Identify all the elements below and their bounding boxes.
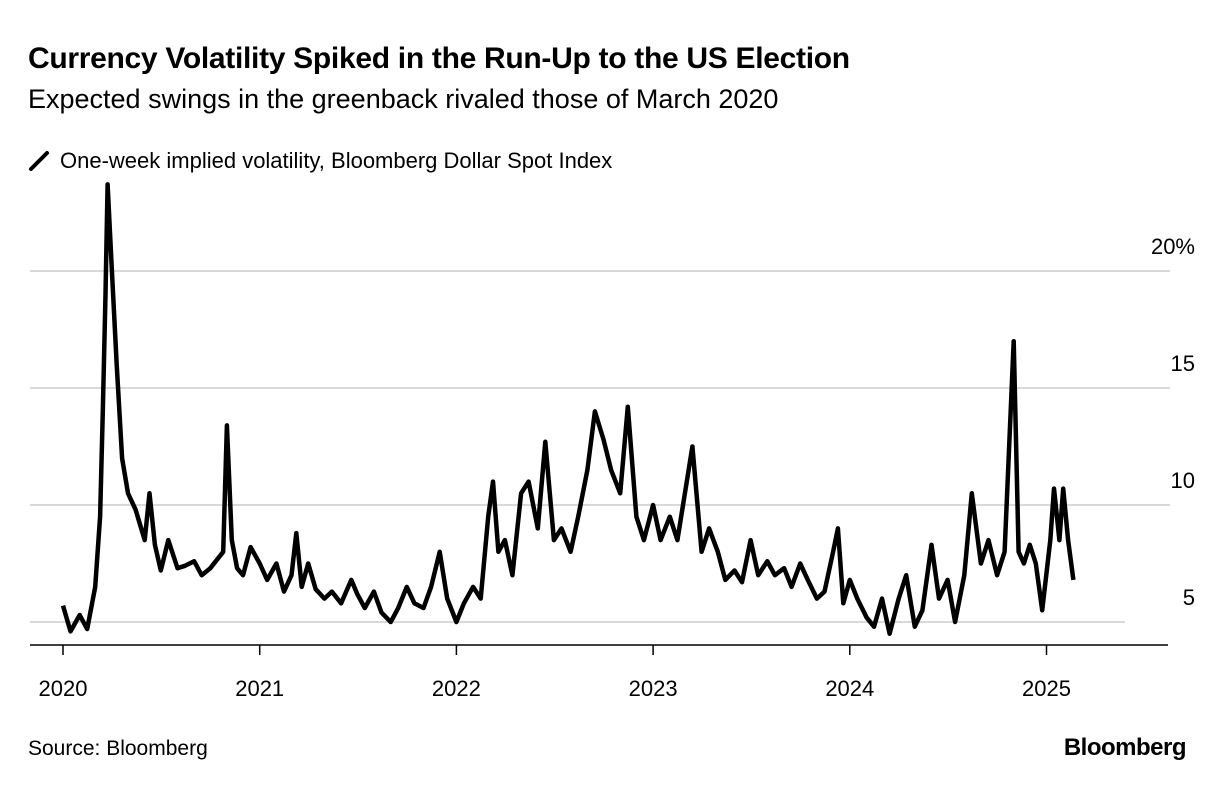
x-tick-label: 2021 xyxy=(235,676,284,701)
legend: One-week implied volatility, Bloomberg D… xyxy=(28,148,612,174)
bloomberg-logo: Bloomberg xyxy=(1063,734,1187,761)
x-tick-label: 2020 xyxy=(39,676,88,701)
slash-line-icon xyxy=(29,151,49,171)
chart-title: Currency Volatility Spiked in the Run-Up… xyxy=(28,42,850,75)
y-tick-label: 5 xyxy=(1183,585,1195,610)
x-axis-ticks: 2020 2021 2022 2023 2024 2025 xyxy=(39,645,1071,701)
y-tick-label: 10 xyxy=(1171,468,1195,493)
x-tick-label: 2024 xyxy=(825,676,874,701)
gridlines xyxy=(30,270,1170,623)
legend-label: One-week implied volatility, Bloomberg D… xyxy=(60,148,613,173)
x-tick-label: 2025 xyxy=(1022,676,1071,701)
series-line xyxy=(60,182,1076,636)
x-tick-label: 2022 xyxy=(432,676,481,701)
x-tick-label: 2023 xyxy=(629,676,678,701)
source-note: Source: Bloomberg xyxy=(28,737,208,760)
y-tick-label: 15 xyxy=(1171,351,1195,376)
chart-subtitle: Expected swings in the greenback rivaled… xyxy=(28,84,779,114)
y-tick-label: 20% xyxy=(1151,234,1195,259)
y-axis-labels: 5 10 15 20% xyxy=(1151,234,1195,610)
